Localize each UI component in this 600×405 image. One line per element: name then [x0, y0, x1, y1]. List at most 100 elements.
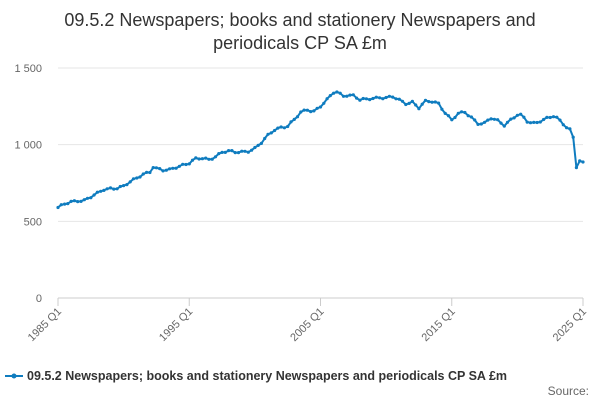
data-point[interactable] — [381, 97, 385, 101]
data-point[interactable] — [410, 99, 414, 103]
data-point[interactable] — [486, 118, 490, 122]
data-point[interactable] — [115, 187, 119, 191]
data-point[interactable] — [187, 162, 191, 166]
data-point[interactable] — [92, 193, 96, 197]
data-point[interactable] — [322, 101, 326, 105]
data-point[interactable] — [138, 175, 142, 179]
data-point[interactable] — [325, 97, 329, 101]
data-point[interactable] — [351, 93, 355, 97]
data-point[interactable] — [236, 151, 241, 155]
data-point[interactable] — [502, 124, 506, 128]
data-point[interactable] — [273, 128, 277, 133]
data-point[interactable] — [574, 166, 579, 170]
data-point[interactable] — [335, 90, 339, 94]
data-point[interactable] — [72, 199, 76, 203]
data-point[interactable] — [532, 120, 536, 124]
data-point[interactable] — [355, 96, 359, 100]
data-point[interactable] — [243, 149, 247, 153]
data-point[interactable] — [433, 100, 437, 104]
data-point[interactable] — [246, 150, 250, 154]
data-point[interactable] — [538, 120, 542, 124]
data-point[interactable] — [181, 162, 185, 166]
data-point[interactable] — [256, 143, 260, 147]
data-point[interactable] — [128, 180, 132, 184]
legend[interactable]: 09.5.2 Newspapers; books and stationery … — [5, 369, 507, 383]
data-point[interactable] — [378, 96, 382, 100]
data-point[interactable] — [387, 94, 391, 98]
data-point[interactable] — [571, 135, 575, 139]
data-point[interactable] — [581, 160, 585, 164]
data-point[interactable] — [217, 152, 221, 156]
data-point[interactable] — [555, 115, 559, 119]
data-point[interactable] — [312, 109, 316, 113]
data-point[interactable] — [227, 149, 231, 153]
data-point[interactable] — [374, 95, 378, 99]
data-point[interactable] — [489, 117, 493, 121]
data-point[interactable] — [328, 94, 332, 98]
data-point[interactable] — [220, 150, 224, 154]
data-point[interactable] — [469, 115, 473, 119]
data-point[interactable] — [561, 123, 565, 127]
data-point[interactable] — [112, 187, 116, 191]
data-point[interactable] — [345, 94, 349, 98]
data-point[interactable] — [174, 166, 178, 170]
data-point[interactable] — [384, 95, 388, 100]
data-point[interactable] — [282, 126, 286, 130]
data-point[interactable] — [154, 166, 158, 170]
data-point[interactable] — [204, 156, 208, 160]
data-point[interactable] — [496, 118, 500, 122]
data-point[interactable] — [145, 170, 149, 174]
data-point[interactable] — [309, 110, 313, 114]
data-point[interactable] — [108, 186, 113, 190]
data-point[interactable] — [276, 126, 280, 130]
data-point[interactable] — [535, 120, 539, 125]
data-point[interactable] — [302, 108, 306, 112]
data-point[interactable] — [184, 162, 188, 167]
data-point[interactable] — [240, 149, 244, 153]
data-point[interactable] — [450, 118, 454, 122]
data-point[interactable] — [440, 107, 444, 111]
data-point[interactable] — [551, 115, 556, 119]
data-point[interactable] — [164, 168, 168, 172]
data-point[interactable] — [318, 105, 323, 109]
data-point[interactable] — [161, 169, 165, 173]
data-point[interactable] — [105, 187, 109, 191]
data-point[interactable] — [483, 120, 487, 124]
data-point[interactable] — [213, 155, 218, 159]
data-point[interactable] — [95, 190, 99, 194]
data-point[interactable] — [427, 100, 431, 104]
data-point[interactable] — [141, 172, 145, 176]
data-point[interactable] — [151, 166, 155, 170]
data-point[interactable] — [315, 106, 319, 110]
data-point[interactable] — [578, 159, 582, 163]
data-point[interactable] — [286, 124, 290, 129]
data-point[interactable] — [292, 117, 296, 121]
data-point[interactable] — [420, 102, 424, 106]
data-point[interactable] — [417, 107, 421, 111]
data-point[interactable] — [525, 120, 529, 124]
data-point[interactable] — [391, 95, 395, 99]
data-point[interactable] — [135, 176, 139, 180]
data-point[interactable] — [56, 205, 60, 210]
data-point[interactable] — [148, 170, 152, 175]
data-point[interactable] — [338, 91, 342, 95]
data-point[interactable] — [230, 149, 234, 153]
data-point[interactable] — [253, 145, 257, 150]
data-point[interactable] — [177, 164, 181, 168]
data-point[interactable] — [479, 122, 483, 126]
data-point[interactable] — [76, 200, 80, 204]
data-point[interactable] — [210, 157, 214, 161]
data-point[interactable] — [466, 114, 470, 118]
data-point[interactable] — [397, 97, 401, 101]
data-point[interactable] — [443, 111, 447, 115]
data-point[interactable] — [368, 98, 372, 102]
data-point[interactable] — [289, 120, 293, 124]
data-point[interactable] — [568, 127, 572, 131]
data-point[interactable] — [332, 91, 336, 95]
data-point[interactable] — [460, 110, 464, 114]
data-point[interactable] — [361, 96, 365, 101]
data-point[interactable] — [548, 115, 552, 120]
data-point[interactable] — [125, 183, 129, 187]
data-point[interactable] — [194, 156, 198, 160]
data-point[interactable] — [102, 188, 106, 192]
